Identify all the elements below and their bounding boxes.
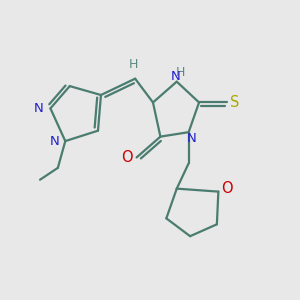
Text: O: O — [221, 181, 233, 196]
Text: S: S — [230, 95, 239, 110]
Text: N: N — [170, 70, 180, 83]
Text: N: N — [34, 102, 44, 115]
Text: O: O — [121, 150, 133, 165]
Text: H: H — [176, 66, 185, 79]
Text: H: H — [129, 58, 138, 71]
Text: N: N — [50, 135, 59, 148]
Text: N: N — [187, 132, 196, 145]
